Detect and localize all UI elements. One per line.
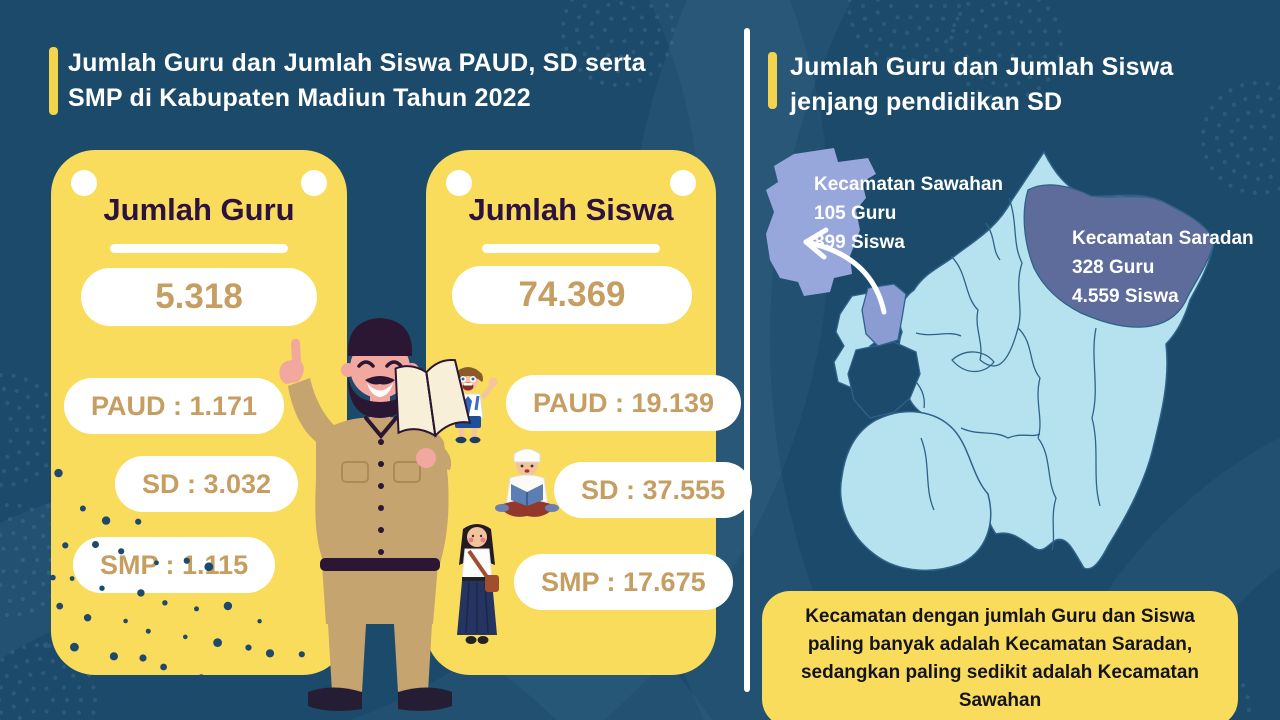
card-title-underline [110, 244, 288, 253]
saradan-guru: 328 Guru [1072, 257, 1155, 278]
curved-arrow-icon [803, 227, 887, 315]
guru-paud-pill: PAUD : 1.171 [64, 378, 285, 434]
left-title-accent-bar [49, 47, 58, 115]
siswa-card: Jumlah Siswa 74.369 PAUD : 19.139 SD : 3… [426, 150, 753, 675]
guru-smp-pill: SMP : 1.115 [73, 537, 276, 593]
sawahan-name: Kecamatan Sawahan [814, 174, 1004, 195]
card-title-underline [482, 244, 660, 253]
siswa-paud-pill: PAUD : 19.139 [506, 375, 742, 431]
right-panel-title-line1: Jumlah Guru dan Jumlah Siswa [790, 53, 1174, 81]
card-corner-dot [301, 170, 327, 196]
guru-sd-pill: SD : 3.032 [115, 456, 299, 512]
saradan-siswa: 4.559 Siswa [1072, 286, 1179, 307]
left-panel-title-line1: Jumlah Guru dan Jumlah Siswa PAUD, SD se… [68, 49, 646, 77]
guru-card-title: Jumlah Guru [103, 192, 295, 227]
saradan-callout: Kecamatan Saradan 328 Guru 4.559 Siswa [1072, 224, 1254, 311]
madiun-map [766, 148, 1215, 572]
section-divider [744, 28, 750, 692]
guru-card: Jumlah Guru 5.318 PAUD : 1.171 SD : 3.03… [51, 150, 347, 675]
sawahan-guru: 105 Guru [814, 203, 897, 224]
map-city-hole [847, 341, 921, 419]
left-panel-title: Jumlah Guru dan Jumlah Siswa PAUD, SD se… [68, 46, 646, 116]
left-panel-title-line2: SMP di Kabupaten Madiun Tahun 2022 [68, 84, 531, 112]
sawahan-siswa: 899 Siswa [814, 232, 905, 253]
card-corner-dot [670, 170, 696, 196]
siswa-card-title: Jumlah Siswa [468, 192, 674, 227]
siswa-total-pill: 74.369 [452, 266, 692, 324]
card-corner-dot [446, 170, 472, 196]
map-region-saradan [1023, 184, 1215, 328]
map-region-sawahan [861, 283, 907, 347]
map-district-borders [903, 197, 1101, 551]
saradan-name: Kecamatan Saradan [1072, 228, 1254, 249]
right-title-accent-bar [768, 52, 777, 109]
right-panel-title-line2: jenjang pendidikan SD [790, 88, 1063, 116]
card-corner-dot [71, 170, 97, 196]
guru-total-pill: 5.318 [81, 268, 317, 326]
sawahan-callout: Kecamatan Sawahan 105 Guru 899 Siswa [814, 170, 1003, 257]
right-panel-title: Jumlah Guru dan Jumlah Siswa jenjang pen… [790, 50, 1173, 120]
summary-note: Kecamatan dengan jumlah Guru dan Siswa p… [762, 591, 1238, 720]
siswa-sd-pill: SD : 37.555 [554, 462, 753, 518]
map-southwest-lobe [839, 410, 992, 572]
siswa-smp-pill: SMP : 17.675 [514, 554, 733, 610]
